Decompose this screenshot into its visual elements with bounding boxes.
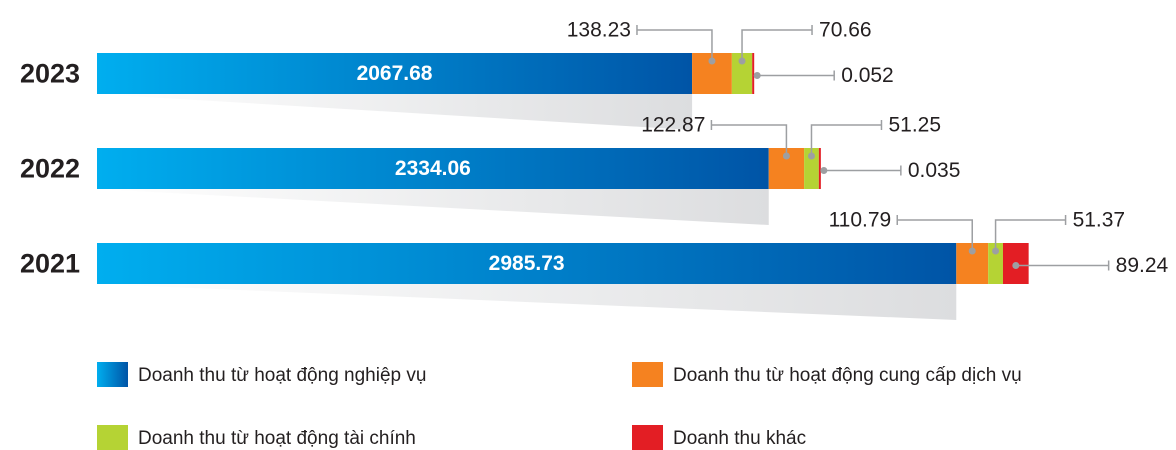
- bar-segment: [97, 148, 769, 189]
- value-label: 2067.68: [357, 62, 433, 85]
- value-label: 89.24: [1116, 254, 1169, 277]
- leader-line: [994, 219, 1066, 251]
- bar-segment: [804, 148, 819, 189]
- leader-line: [636, 29, 713, 61]
- leader-line: [897, 219, 973, 251]
- leader-dot: [782, 152, 790, 160]
- leader-dot: [992, 247, 1000, 255]
- legend-label: Doanh thu khác: [673, 428, 806, 449]
- bar-shadow: [97, 189, 769, 225]
- leader-dot: [1012, 262, 1020, 269]
- legend-swatch: [632, 425, 663, 450]
- bar-segment: [97, 243, 957, 284]
- leader-line: [711, 124, 788, 156]
- bar-segment: [97, 53, 693, 94]
- legend-swatch: [632, 362, 663, 387]
- leader-dot: [807, 152, 815, 160]
- value-label: 2985.73: [489, 252, 565, 275]
- leader-dot: [968, 247, 976, 255]
- bar-segment: [818, 148, 821, 189]
- category-label: 2021: [20, 249, 80, 279]
- value-label: 122.87: [641, 114, 705, 137]
- legend-label: Doanh thu từ hoạt động nghiệp vụ: [138, 365, 426, 386]
- leader-dot: [820, 167, 828, 174]
- bar-shadow: [97, 94, 693, 130]
- legend-label: Doanh thu từ hoạt động tài chính: [138, 428, 416, 449]
- bar-segment: [731, 53, 753, 94]
- leader-dot: [708, 57, 716, 65]
- leader-line: [741, 29, 813, 61]
- value-label: 51.37: [1073, 209, 1126, 232]
- value-label: 70.66: [819, 19, 872, 42]
- value-label: 51.25: [888, 114, 941, 137]
- value-label: 138.23: [567, 19, 631, 42]
- bar-segment: [988, 243, 1003, 284]
- bar-shadow: [97, 284, 957, 320]
- category-label: 2023: [20, 59, 80, 89]
- legend-swatch: [97, 362, 128, 387]
- leader-dot: [738, 57, 746, 65]
- value-label: 110.79: [829, 209, 892, 232]
- category-label: 2022: [20, 154, 80, 184]
- legend-swatch: [97, 425, 128, 450]
- value-label: 0.052: [841, 64, 894, 87]
- legend-label: Doanh thu từ hoạt động cung cấp dịch vụ: [673, 365, 1022, 386]
- value-label: 0.035: [908, 159, 961, 182]
- bar-segment: [752, 53, 755, 94]
- value-label: 2334.06: [395, 157, 471, 180]
- leader-dot: [753, 72, 761, 79]
- leader-line: [810, 124, 882, 156]
